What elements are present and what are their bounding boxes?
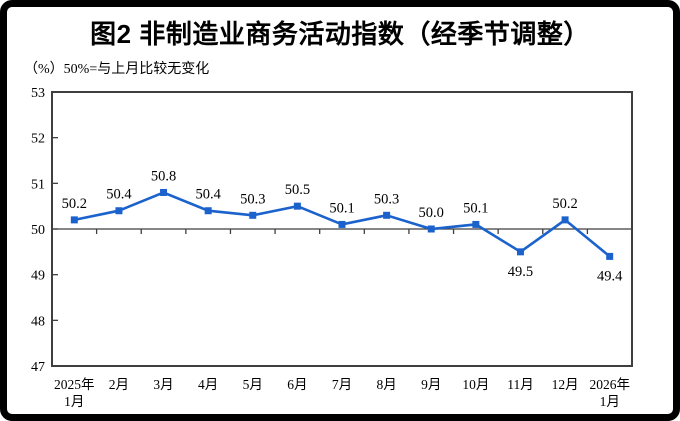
- y-tick-label: 49: [31, 269, 45, 284]
- chart-title: 图2 非制造业商务活动指数（经季节调整）: [90, 19, 590, 49]
- data-point-label: 50.2: [552, 196, 577, 212]
- data-point-label: 50.0: [419, 205, 444, 221]
- x-tick-label: 9月: [421, 377, 441, 392]
- x-tick-label: 5月: [243, 377, 263, 392]
- data-point-marker: [338, 220, 346, 228]
- x-tick-label: 11月: [507, 377, 534, 392]
- data-point-label: 50.5: [285, 182, 310, 198]
- axis-unit-note: （%）50%=与上月比较无变化: [24, 62, 210, 77]
- data-point-label: 50.4: [195, 187, 221, 203]
- y-tick-label: 47: [31, 360, 45, 375]
- y-tick-label: 53: [31, 86, 45, 101]
- data-point-marker: [606, 252, 614, 260]
- data-point-marker: [293, 202, 301, 210]
- x-tick-label: 10月: [462, 377, 489, 392]
- data-point-marker: [249, 211, 257, 219]
- y-tick-label: 51: [31, 177, 45, 192]
- data-point-label: 49.5: [508, 264, 533, 280]
- chart-canvas: 47 48 49 50 51 52 53 50.2 50.4 50.8 50.4 50.3 50.5 50…: [31, 86, 633, 409]
- y-tick-label: 50: [31, 223, 45, 238]
- data-point-marker: [115, 207, 123, 215]
- data-point-marker: [383, 211, 391, 219]
- x-tick-label: 8月: [376, 377, 396, 392]
- data-point-label: 50.1: [329, 200, 354, 216]
- data-point-marker: [427, 225, 435, 233]
- x-tick-label: 3月: [153, 377, 173, 392]
- data-point-label: 50.2: [62, 196, 87, 212]
- x-tick-label: 7月: [332, 377, 352, 392]
- data-point-label: 50.4: [106, 187, 132, 203]
- x-tick-label: 2月: [109, 377, 129, 392]
- y-tick-label: 52: [31, 132, 45, 147]
- x-tick-label: 2025年 1月: [54, 377, 95, 409]
- data-point-label: 50.8: [151, 168, 176, 184]
- x-tick-label: 2026年 1月: [589, 377, 630, 409]
- data-point-marker: [160, 188, 168, 196]
- data-point-marker: [516, 248, 524, 256]
- data-point-label: 50.3: [240, 191, 265, 207]
- x-tick-label: 6月: [287, 377, 307, 392]
- data-point-marker: [204, 207, 212, 215]
- y-tick-label: 48: [31, 314, 45, 329]
- plot-border: [51, 91, 633, 367]
- data-point-marker: [70, 216, 78, 224]
- data-point-marker: [472, 220, 480, 228]
- data-point-label: 50.3: [374, 191, 399, 207]
- data-point-label: 49.4: [597, 268, 623, 284]
- x-tick-label: 4月: [198, 377, 218, 392]
- data-point-label: 50.1: [463, 200, 488, 216]
- data-point-marker: [561, 216, 569, 224]
- x-tick-label: 12月: [552, 377, 579, 392]
